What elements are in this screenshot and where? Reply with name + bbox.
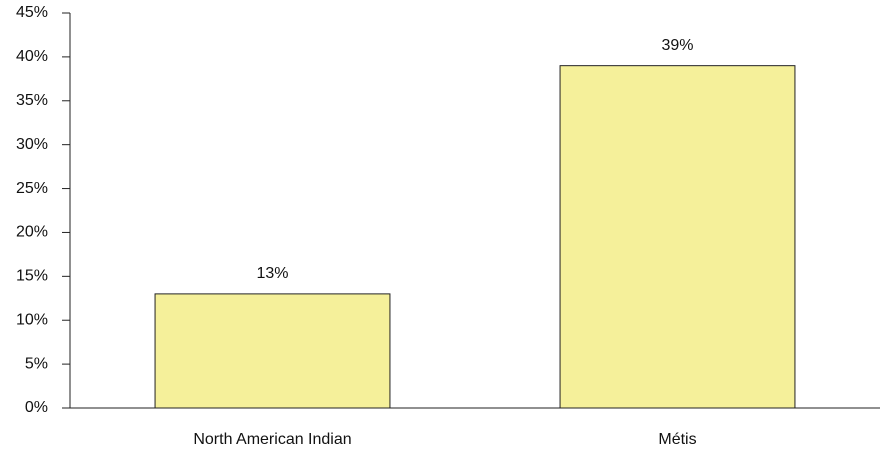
- y-tick-label: 30%: [16, 136, 48, 153]
- y-tick-label: 5%: [25, 355, 48, 372]
- y-tick-label: 0%: [25, 399, 48, 416]
- y-tick-label: 15%: [16, 268, 48, 285]
- value-label: 39%: [661, 37, 693, 54]
- value-label: 13%: [256, 265, 288, 282]
- x-tick-label: North American Indian: [193, 431, 351, 448]
- x-tick-label: Métis: [658, 431, 696, 448]
- bar: [154, 293, 391, 409]
- y-tick-label: 35%: [16, 92, 48, 109]
- y-tick-label: 20%: [16, 224, 48, 241]
- y-tick-label: 10%: [16, 311, 48, 328]
- y-tick-label: 40%: [16, 48, 48, 65]
- y-tick-label: 45%: [16, 4, 48, 21]
- y-tick-label: 25%: [16, 180, 48, 197]
- bar: [559, 65, 796, 409]
